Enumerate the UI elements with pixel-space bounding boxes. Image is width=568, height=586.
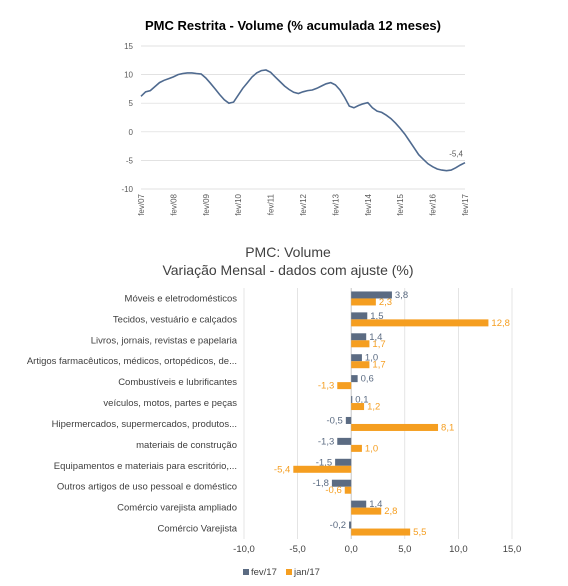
- data-label: -0,5: [326, 415, 342, 426]
- bar-fev17: [351, 500, 367, 508]
- data-label: 2,3: [379, 297, 392, 308]
- category-label: Comércio varejista ampliado: [117, 503, 237, 514]
- x-tick-label: -10,0: [233, 544, 255, 555]
- x-tick-label: -5,0: [289, 544, 305, 555]
- x-tick-label: 10,0: [449, 544, 468, 555]
- data-label: 1,4: [369, 499, 382, 510]
- bar-fev17: [337, 437, 352, 445]
- category-label: Livros, jornais, revistas e papelaria: [91, 335, 238, 346]
- bar-fev17: [351, 354, 362, 362]
- data-label: 3,8: [395, 290, 408, 301]
- chart-title: PMC: Volume: [245, 244, 331, 260]
- bar-jan17: [351, 319, 489, 327]
- chart-subtitle: Variação Mensal - dados com ajuste (%): [162, 262, 413, 278]
- data-label: -1,8: [313, 478, 329, 489]
- bar-fev17: [335, 458, 352, 466]
- data-label: 1,4: [369, 332, 382, 343]
- data-label: 1,5: [370, 311, 383, 322]
- category-label: Combustíveis e lubrificantes: [118, 377, 237, 388]
- x-tick-label: fev/07: [137, 193, 146, 215]
- bar-fev17: [351, 375, 358, 383]
- category-label: Móveis e eletrodomésticos: [125, 293, 238, 304]
- data-label: 5,5: [413, 527, 426, 538]
- data-label: -0,6: [325, 485, 341, 496]
- data-label: -1,3: [318, 436, 334, 447]
- bar-fev17: [331, 479, 352, 487]
- category-label: Outros artigos de uso pessoal e doméstic…: [57, 482, 237, 493]
- bar-fev17: [351, 291, 392, 299]
- category-label: Hipermercados, supermercados, produtos..…: [52, 419, 237, 430]
- bar-jan17: [293, 465, 352, 473]
- data-label: 0,1: [355, 395, 368, 406]
- data-label: 1,0: [365, 353, 378, 364]
- data-label: 1,2: [367, 402, 380, 413]
- x-tick-label: fev/09: [202, 193, 211, 215]
- x-tick-label: fev/14: [364, 193, 373, 215]
- x-tick-label: fev/17: [461, 193, 470, 215]
- x-tick-label: fev/15: [396, 193, 405, 215]
- data-label: 1,7: [372, 360, 385, 371]
- bar-fev17: [351, 333, 367, 341]
- bar-jan17: [351, 298, 376, 306]
- x-tick-label: fev/11: [267, 193, 276, 215]
- data-label: 1,0: [365, 443, 378, 454]
- data-label: 8,1: [441, 422, 454, 433]
- x-tick-label: 0,0: [345, 544, 358, 555]
- x-tick-label: fev/12: [299, 193, 308, 215]
- bar-jan17: [351, 507, 382, 515]
- bar-jan17: [351, 361, 370, 369]
- x-tick-label: 15,0: [503, 544, 522, 555]
- category-label: Equipamentos e materiais para escritório…: [54, 461, 237, 472]
- legend-swatch-fev17: [243, 569, 249, 575]
- chart-title: PMC Restrita - Volume (% acumulada 12 me…: [145, 18, 441, 33]
- line-chart: PMC Restrita - Volume (% acumulada 12 me…: [121, 18, 470, 216]
- x-tick-label: 5,0: [398, 544, 411, 555]
- series-line: [140, 69, 466, 172]
- x-tick-label: fev/08: [169, 193, 178, 215]
- bar-jan17: [351, 340, 370, 348]
- data-label: 0,6: [361, 374, 374, 385]
- data-label: 1,7: [372, 339, 385, 350]
- y-tick-label: 0: [129, 128, 134, 137]
- legend-label-fev17: fev/17: [251, 567, 277, 578]
- y-tick-label: 15: [124, 42, 133, 51]
- y-tick-label: -5: [126, 156, 134, 165]
- bar-fev17: [351, 312, 368, 320]
- legend: fev/17 jan/17: [243, 567, 320, 578]
- category-label: materiais de construção: [136, 440, 237, 451]
- data-label: 12,8: [491, 318, 510, 329]
- bar-jan17: [344, 486, 352, 494]
- x-tick-label: fev/10: [234, 193, 243, 215]
- x-tick-label: fev/16: [429, 193, 438, 215]
- bar-fev17: [345, 416, 352, 424]
- legend-label-jan17: jan/17: [293, 567, 320, 578]
- bar-fev17: [351, 396, 353, 404]
- bar-jan17: [337, 382, 352, 390]
- category-label: Comércio Varejista: [157, 524, 237, 535]
- bar-fev17: [349, 521, 352, 529]
- data-label: 2,8: [384, 506, 397, 517]
- bar-jan17: [351, 444, 362, 452]
- data-label: -5,4: [274, 464, 290, 475]
- category-label: Tecidos, vestuário e calçados: [113, 314, 237, 325]
- bar-jan17: [351, 423, 439, 431]
- category-label: veículos, motos, partes e peças: [103, 398, 237, 409]
- data-label: -1,3: [318, 381, 334, 392]
- bar-jan17: [351, 403, 365, 411]
- y-tick-label: 10: [124, 71, 133, 80]
- last-value-label: -5,4: [449, 150, 463, 159]
- x-tick-label: fev/13: [331, 193, 340, 215]
- category-label: Artigos farmacêuticos, médicos, ortopédi…: [27, 356, 237, 367]
- legend-swatch-jan17: [286, 569, 292, 575]
- y-tick-label: 5: [129, 99, 134, 108]
- y-tick-label: -10: [121, 185, 133, 194]
- data-label: -0,2: [330, 520, 346, 531]
- bar-jan17: [351, 528, 411, 536]
- data-label: -1,5: [316, 457, 332, 468]
